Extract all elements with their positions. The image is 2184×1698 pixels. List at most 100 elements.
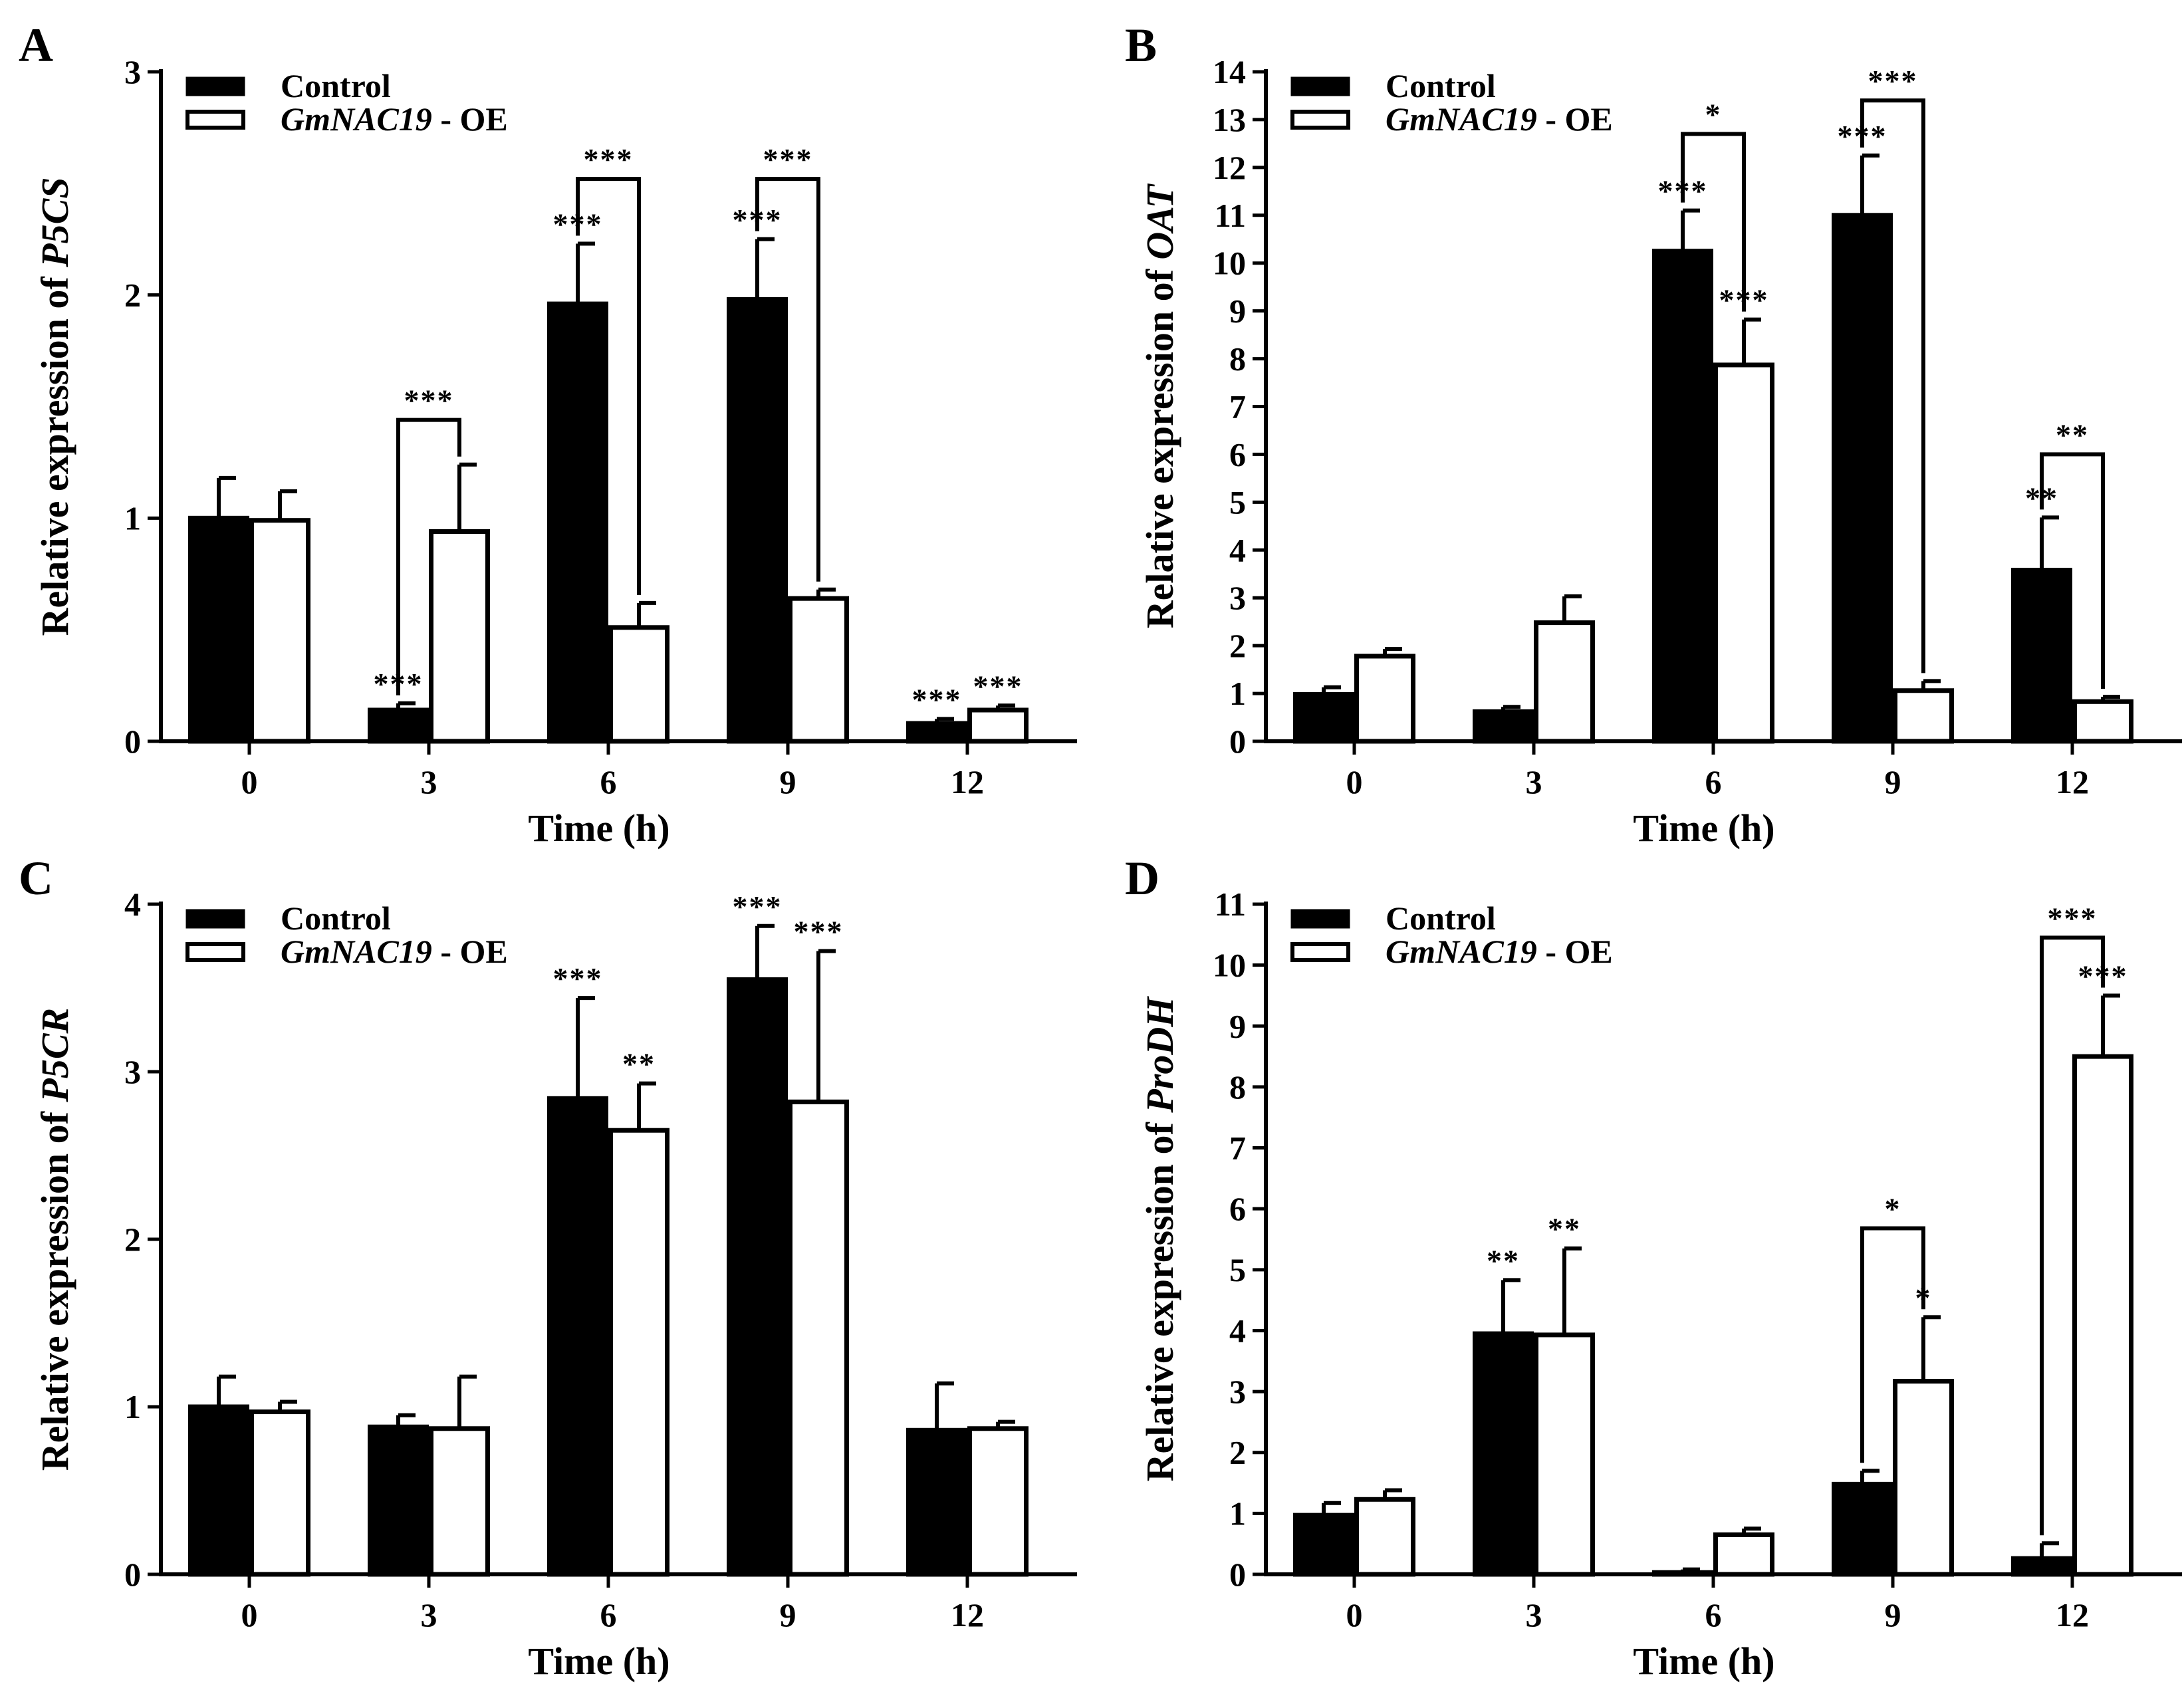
panel-b-bar-control	[1293, 692, 1354, 744]
panel-b-bar-oe	[1534, 620, 1595, 744]
panel-a-legend-label-control: Control	[281, 67, 391, 104]
panel-b-bar-oe	[1354, 654, 1415, 744]
panel-b-bar-control	[2011, 567, 2072, 744]
panel-b-y-axis-title-prefix: Relative expression of	[1138, 260, 1181, 629]
panel-c-bar-oe	[249, 1409, 310, 1577]
panel-c-legend-label-oe-suffix: - OE	[432, 933, 508, 970]
panel-d-y-tick-label: 2	[1229, 1434, 1246, 1471]
panel-a-comparison-bracket	[755, 177, 820, 582]
panel-b-y-tick-label: 11	[1215, 197, 1246, 234]
panel-b-legend-swatch-control	[1290, 76, 1350, 96]
panel-a-legend-swatch-oe	[185, 110, 245, 130]
panel-b-legend-swatch-oe	[1290, 110, 1350, 130]
panel-b-y-axis-title-gene: OAT	[1138, 183, 1181, 259]
panel-b-y-tick-label: 1	[1229, 675, 1246, 712]
panel-c-bar-control	[188, 1404, 249, 1577]
panel-b-letter: B	[1125, 19, 1157, 72]
panel-c-y-axis-title-prefix: Relative expression of	[33, 1102, 76, 1471]
panel-d-y-tick-label: 10	[1213, 947, 1246, 984]
panel-d-bar-oe	[1534, 1332, 1595, 1577]
panel-a-significance-label: ***	[973, 669, 1023, 703]
panel-c-x-axis-title: Time (h)	[528, 1639, 669, 1683]
panel-d-x-tick-label: 6	[1705, 1596, 1722, 1634]
panel-a-x-tick-label: 3	[421, 763, 437, 800]
panel-b-bar-oe	[1713, 362, 1774, 744]
panel-a-y-axis-title: Relative expression of P5CS	[33, 177, 76, 636]
panel-c-bar-oe	[608, 1128, 669, 1577]
panel-c-x-tick-label: 0	[241, 1596, 258, 1634]
panel-d-y-tick-label: 4	[1229, 1312, 1246, 1349]
panel-b-x-tick-label: 9	[1885, 763, 1901, 800]
panel-c-significance-label: ***	[794, 915, 844, 949]
panel-d-legend-swatch-oe	[1290, 942, 1350, 962]
panel-c-legend-label-oe-gene: GmNAC19	[281, 933, 432, 970]
panel-a-letter: A	[19, 19, 53, 72]
panel-a-y-axis-title-gene: P5CS	[33, 177, 76, 267]
panel-d-legend-label-oe-suffix: - OE	[1537, 933, 1613, 970]
panel-c-x-tick-label: 9	[780, 1596, 796, 1634]
panel-a-bar-oe	[429, 529, 490, 744]
panel-c-significance-label: **	[622, 1047, 656, 1081]
panel-d-y-tick-label: 5	[1229, 1251, 1246, 1288]
panel-c-y-tick-label: 0	[124, 1556, 141, 1593]
panel-c-y-tick-label: 3	[124, 1053, 141, 1090]
panel-a-bracket-label: ***	[584, 142, 634, 176]
panel-b-legend-label-oe-gene: GmNAC19	[1386, 100, 1537, 138]
panel-d-x-tick-label: 12	[2056, 1596, 2089, 1634]
panel-a-significance-label: ***	[912, 682, 962, 716]
panel-d-legend-label-oe: GmNAC19 - OE	[1386, 933, 1613, 970]
panel-d-y-axis-title-prefix: Relative expression of	[1138, 1113, 1181, 1482]
panel-a-x-axis-title: Time (h)	[528, 806, 669, 850]
panel-c-bar-oe	[429, 1426, 490, 1577]
panel-a-comparison-bracket	[396, 418, 461, 695]
panel-c-y-axis-title: Relative expression of P5CR	[33, 1008, 76, 1471]
panel-b-y-tick-label: 0	[1229, 723, 1246, 760]
panel-b-legend-label-oe-suffix: - OE	[1537, 100, 1613, 138]
panel-c-significance-label: ***	[553, 961, 603, 995]
panel-c-significance-label: ***	[733, 890, 783, 923]
panel-d-legend-label-control: Control	[1386, 900, 1496, 937]
panel-d-bar-oe	[2072, 1054, 2133, 1577]
panel-d-bar-oe	[1893, 1379, 1954, 1577]
panel-d-significance-label: **	[1487, 1243, 1520, 1277]
panel-b-legend-label-control: Control	[1386, 67, 1496, 104]
panel-c-x-tick-label: 3	[421, 1596, 437, 1634]
panel-c-y-tick-label: 1	[124, 1388, 141, 1425]
panel-b-y-tick-label: 6	[1229, 435, 1246, 473]
panel-a-bar-oe	[608, 625, 669, 744]
panel-b-x-tick-label: 12	[2056, 763, 2089, 800]
panel-b-bracket-label: *	[1705, 98, 1722, 132]
panel-b-bar-control	[1832, 213, 1893, 744]
panel-d-bar-control	[1832, 1481, 1893, 1577]
panel-c-bar-oe	[967, 1426, 1029, 1577]
panel-d-y-tick-label: 3	[1229, 1373, 1246, 1410]
panel-d-x-axis-title: Time (h)	[1633, 1639, 1774, 1683]
panel-a-bracket-label: ***	[763, 142, 813, 176]
panel-b-y-tick-label: 7	[1229, 388, 1246, 425]
panel-c-legend-swatch-control	[185, 909, 245, 929]
panel-c-y-tick-label: 4	[124, 886, 141, 923]
panel-d-comparison-bracket	[1860, 1226, 1925, 1463]
panel-a-x-tick-label: 12	[951, 763, 984, 800]
panel-c-letter: C	[19, 852, 53, 905]
panel-b-y-tick-label: 14	[1213, 53, 1246, 90]
panel-d-y-axis-title: Relative expression of ProDH	[1138, 996, 1181, 1482]
panel-b-bar-control	[1473, 709, 1534, 744]
panel-a-bar-oe	[788, 596, 849, 744]
panel-a-x-tick-label: 6	[600, 763, 617, 800]
panel-a-bar-oe	[967, 707, 1029, 744]
panel-c-legend-swatch-oe	[185, 942, 245, 962]
panel-d-x-tick-label: 0	[1346, 1596, 1363, 1634]
panel-d-bar-control	[1293, 1513, 1354, 1577]
panel-d-x-tick-label: 9	[1885, 1596, 1901, 1634]
panel-a-y-tick-label: 3	[124, 53, 141, 90]
panel-a-legend-label-oe-gene: GmNAC19	[281, 100, 432, 138]
panel-c-y-tick-label: 2	[124, 1221, 141, 1258]
panel-c-x-tick-label: 12	[951, 1596, 984, 1634]
panel-d-y-axis-title-gene: ProDH	[1138, 996, 1181, 1114]
panel-c-bar-control	[727, 977, 788, 1577]
panel-d-bar-control	[1652, 1570, 1713, 1577]
